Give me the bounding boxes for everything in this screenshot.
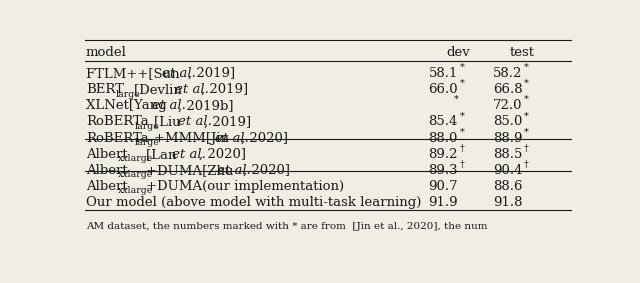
Text: 89.2: 89.2 (428, 148, 458, 161)
Text: et al.: et al. (162, 67, 196, 80)
Text: 66.8: 66.8 (493, 83, 522, 96)
Text: et al.: et al. (152, 99, 186, 112)
Text: Albert: Albert (86, 180, 127, 193)
Text: †: † (524, 160, 529, 169)
Text: 90.4: 90.4 (493, 164, 522, 177)
Text: †: † (524, 143, 529, 153)
Text: Albert: Albert (86, 148, 127, 161)
Text: xxlarge: xxlarge (118, 154, 154, 163)
Text: *: * (524, 95, 529, 104)
Text: , 2019]: , 2019] (188, 67, 235, 80)
Text: +DUMA(our implementation): +DUMA(our implementation) (145, 180, 344, 193)
Text: RoBERTa: RoBERTa (86, 115, 148, 128)
Text: 72.0: 72.0 (493, 99, 522, 112)
Text: 58.2: 58.2 (493, 67, 522, 80)
Text: 89.3: 89.3 (428, 164, 458, 177)
Text: , 2020]: , 2020] (241, 132, 289, 145)
Text: 90.7: 90.7 (428, 180, 458, 193)
Text: 85.4: 85.4 (429, 115, 458, 128)
Text: , 2019b]: , 2019b] (178, 99, 234, 112)
Text: +MMM[Jin: +MMM[Jin (154, 132, 233, 145)
Text: *: * (454, 95, 459, 104)
Text: large: large (134, 122, 159, 131)
Text: 58.1: 58.1 (429, 67, 458, 80)
Text: *: * (524, 127, 529, 136)
Text: xxlarge: xxlarge (118, 170, 154, 179)
Text: 88.5: 88.5 (493, 148, 522, 161)
Text: , 2020]: , 2020] (243, 164, 290, 177)
Text: Our model (above model with multi-task learning): Our model (above model with multi-task l… (86, 196, 421, 209)
Text: et al.: et al. (215, 132, 249, 145)
Text: 85.0: 85.0 (493, 115, 522, 128)
Text: 91.8: 91.8 (493, 196, 522, 209)
Text: *: * (460, 79, 464, 88)
Text: AM dataset, the numbers marked with * are from  [Jin et al., 2020], the num: AM dataset, the numbers marked with * ar… (86, 222, 488, 231)
Text: [Lan: [Lan (145, 148, 180, 161)
Text: [Liu: [Liu (154, 115, 184, 128)
Text: 88.0: 88.0 (429, 132, 458, 145)
Text: 91.9: 91.9 (428, 196, 458, 209)
Text: et al.: et al. (216, 164, 250, 177)
Text: *: * (460, 63, 464, 72)
Text: *: * (524, 63, 529, 72)
Text: large: large (115, 89, 140, 98)
Text: FTLM++[Sun: FTLM++[Sun (86, 67, 184, 80)
Text: *: * (460, 111, 464, 120)
Text: , 2020]: , 2020] (198, 148, 246, 161)
Text: xxlarge: xxlarge (118, 186, 154, 195)
Text: †: † (460, 160, 464, 169)
Text: †: † (460, 143, 464, 153)
Text: *: * (524, 111, 529, 120)
Text: test: test (510, 46, 535, 59)
Text: *: * (524, 79, 529, 88)
Text: et al.: et al. (175, 83, 209, 96)
Text: +DUMA[Zhu: +DUMA[Zhu (145, 164, 237, 177)
Text: et al.: et al. (178, 115, 212, 128)
Text: large: large (134, 138, 159, 147)
Text: [Devlin: [Devlin (134, 83, 187, 96)
Text: dev: dev (446, 46, 470, 59)
Text: RoBERTa: RoBERTa (86, 132, 148, 145)
Text: XLNet[Yang: XLNet[Yang (86, 99, 171, 112)
Text: , 2019]: , 2019] (204, 115, 251, 128)
Text: et al.: et al. (172, 148, 206, 161)
Text: 88.9: 88.9 (493, 132, 522, 145)
Text: 88.6: 88.6 (493, 180, 522, 193)
Text: 66.0: 66.0 (428, 83, 458, 96)
Text: model: model (86, 46, 127, 59)
Text: BERT: BERT (86, 83, 124, 96)
Text: , 2019]: , 2019] (201, 83, 248, 96)
Text: Albert: Albert (86, 164, 127, 177)
Text: *: * (460, 127, 464, 136)
